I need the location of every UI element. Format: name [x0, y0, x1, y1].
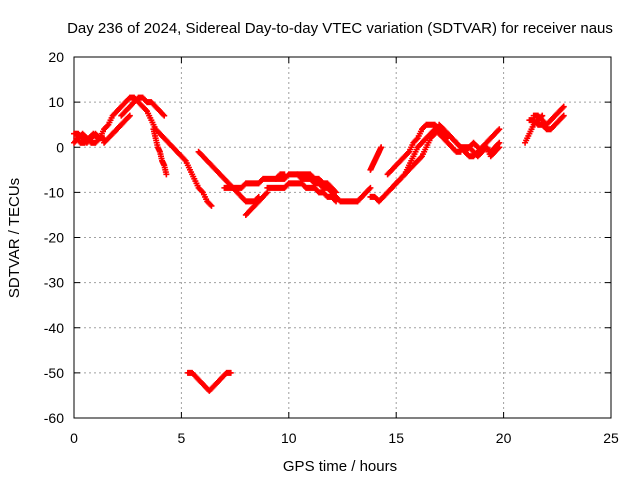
data-point — [366, 185, 373, 192]
data-point — [496, 126, 503, 133]
y-tick-label: 10 — [48, 94, 64, 110]
x-axis-label: GPS time / hours — [283, 458, 397, 475]
x-tick-label: 20 — [496, 430, 512, 446]
y-tick-label: -10 — [44, 184, 64, 200]
data-point — [560, 103, 567, 110]
data-point — [198, 188, 205, 195]
series-arc-12 — [264, 180, 340, 205]
data-point — [559, 113, 566, 120]
data-point — [405, 149, 412, 156]
data-point — [126, 112, 133, 119]
data-point — [333, 189, 340, 196]
x-tick-label: 0 — [70, 430, 78, 446]
data-point — [331, 197, 338, 204]
x-tick-label: 15 — [388, 430, 404, 446]
data-point — [333, 198, 340, 205]
data-point — [94, 135, 101, 142]
data-point — [125, 113, 132, 120]
series-arc-19 — [436, 121, 503, 160]
x-tick-label: 5 — [178, 430, 186, 446]
data-point — [413, 136, 420, 143]
chart-title: Day 236 of 2024, Sidereal Day-to-day VTE… — [67, 20, 613, 37]
series-arc-14 — [354, 184, 374, 205]
y-tick-label: -40 — [44, 320, 64, 336]
grid-lines — [74, 57, 611, 418]
data-point — [161, 112, 168, 119]
series-arc-24 — [184, 369, 234, 394]
series-arc-10 — [242, 189, 271, 218]
series-arc-15 — [367, 144, 385, 173]
series-arc-13 — [294, 171, 340, 196]
data-point — [331, 188, 338, 195]
data-point — [160, 111, 167, 118]
data-point — [104, 122, 111, 129]
data-points — [71, 94, 567, 394]
data-point — [559, 104, 566, 111]
data-point — [93, 134, 100, 141]
series-arc-1 — [71, 94, 215, 209]
y-tick-label: -20 — [44, 230, 64, 246]
y-tick-label: -30 — [44, 275, 64, 291]
series-arc-3 — [73, 130, 101, 146]
series-arc-7 — [150, 126, 170, 178]
data-point — [400, 172, 407, 179]
y-axis-label: SDTVAR / TECUs — [6, 178, 23, 298]
data-point — [181, 156, 188, 163]
data-point — [208, 202, 215, 209]
data-point — [207, 201, 214, 208]
x-tick-label: 10 — [281, 430, 297, 446]
series-arc-23 — [530, 103, 567, 128]
y-tick-label: -50 — [44, 365, 64, 381]
data-point — [142, 107, 149, 114]
x-tick-label: 25 — [603, 430, 619, 446]
data-point — [378, 144, 385, 151]
series-arc-9 — [221, 171, 288, 191]
series-arc-8 — [195, 148, 262, 205]
series-arc-5 — [109, 112, 133, 137]
axis-ticks: 0 5 10 15 20 25 20 10 0 -10 -20 -30 -40 -50 -60 — [44, 49, 619, 446]
data-point — [496, 139, 503, 146]
data-point — [367, 184, 374, 191]
data-point — [495, 140, 502, 147]
data-point — [227, 369, 234, 376]
series-arc-6 — [118, 94, 168, 119]
data-point — [417, 154, 424, 161]
y-tick-label: -60 — [44, 410, 64, 426]
data-point — [163, 171, 170, 178]
data-point — [560, 112, 567, 119]
y-tick-label: 0 — [56, 139, 64, 155]
series-arc-20 — [457, 139, 503, 155]
y-tick-label: 20 — [48, 49, 64, 65]
series-arc-18 — [388, 126, 464, 191]
data-point — [495, 127, 502, 134]
data-point — [263, 190, 270, 197]
